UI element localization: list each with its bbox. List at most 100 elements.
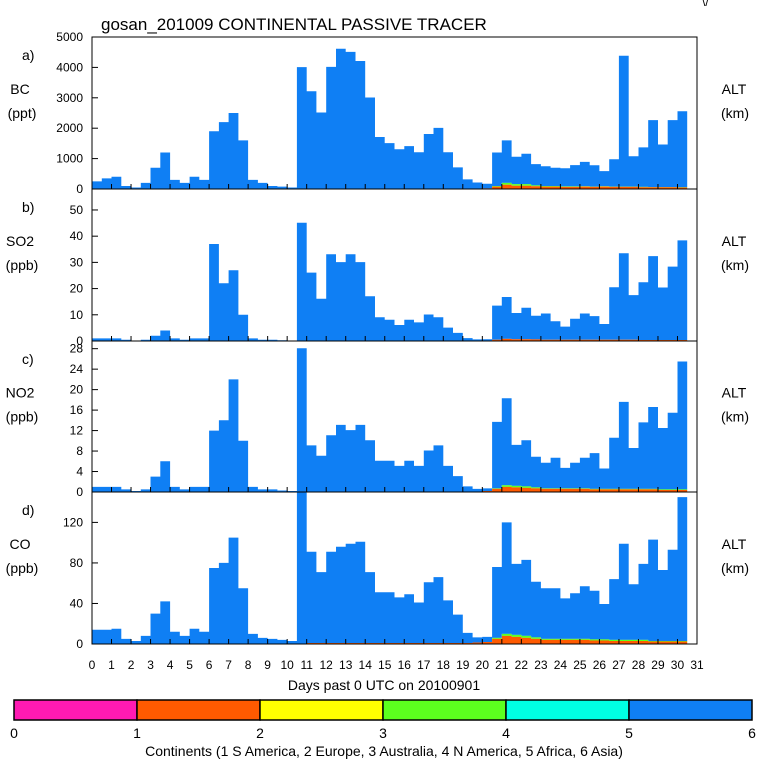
x-tick-label: 16 <box>398 658 412 672</box>
y-tick-label: 30 <box>70 255 84 269</box>
panel-co: 0 40 80 120 d) CO (ppb) ALT (km) <box>6 491 749 651</box>
series-area-asia <box>92 348 688 492</box>
right-axis-unit: (km) <box>721 105 749 121</box>
x-tick-label: 19 <box>456 658 470 672</box>
y-tick-label: 0 <box>76 637 83 651</box>
y-tick-label: 3000 <box>56 91 83 105</box>
colorbar-tick-label: 3 <box>379 725 387 741</box>
x-tick-label: 9 <box>264 658 271 672</box>
x-tick-label: 12 <box>320 658 334 672</box>
right-axis-unit: (km) <box>721 257 749 273</box>
x-tick-label: 3 <box>147 658 154 672</box>
panel-so2: 0 10 20 30 40 50 b) SO2 (ppb) ALT (km) <box>6 188 749 348</box>
series-area-europe <box>92 635 688 644</box>
y-tick-label: 0 <box>76 182 83 196</box>
x-tick-label: 31 <box>690 658 704 672</box>
figure-title: gosan_201009 CONTINENTAL PASSIVE TRACER <box>101 15 487 34</box>
y-tick-label: 4000 <box>56 60 83 74</box>
y-tick-label: 20 <box>70 383 84 397</box>
y-tick-label: 4 <box>76 465 83 479</box>
right-axis-label: ALT <box>722 81 747 97</box>
series-area-europe <box>92 184 688 189</box>
species-label: SO2 <box>6 233 34 249</box>
panel-bc: 0 1000 2000 3000 4000 5000 a) BC (ppt) ALT (km) <box>8 30 749 196</box>
colorbar-tick-label: 6 <box>748 725 756 741</box>
colorbar-tick-label: 2 <box>256 725 264 741</box>
right-axis-label: ALT <box>722 385 747 401</box>
panels: 010002000300040005000a)BC(ppt)ALT(km)010… <box>6 30 749 651</box>
right-axis-label: ALT <box>722 536 747 552</box>
x-tick-label: 15 <box>378 658 392 672</box>
colorbar-swatch <box>505 699 630 721</box>
panel-frame <box>91 188 698 342</box>
x-tick-label: 14 <box>359 658 373 672</box>
x-tick-label: 10 <box>280 658 294 672</box>
unit-label: (ppb) <box>6 409 39 425</box>
y-tick-label: 40 <box>70 229 84 243</box>
x-tick-label: 23 <box>534 658 548 672</box>
right-axis-label: ALT <box>722 233 747 249</box>
x-tick-label: 21 <box>495 658 509 672</box>
panel-tag: a) <box>22 47 34 63</box>
unit-label: (ppb) <box>6 257 39 273</box>
corner-mark: \/ <box>702 0 709 9</box>
y-tick-label: 120 <box>63 515 83 529</box>
x-tick-label: 25 <box>573 658 587 672</box>
x-tick-label: 30 <box>671 658 685 672</box>
panel-tag: c) <box>22 351 34 367</box>
colorbar-tick-label: 0 <box>10 725 18 741</box>
colorbar-swatch <box>259 699 384 721</box>
x-tick-label: 0 <box>89 658 96 672</box>
colorbar-swatch <box>13 699 138 721</box>
series-area-n-america <box>92 633 688 644</box>
x-tick-label: 22 <box>515 658 529 672</box>
colorbar-swatch <box>628 699 753 721</box>
x-axis: 0 1 2 3 4 5 6 7 8 9 10 11 12 13 14 15 16 17 18 19 20 21 22 23 24… <box>89 658 704 672</box>
x-tick-label: 20 <box>476 658 490 672</box>
series-area-asia <box>92 222 688 341</box>
colorbar-label: Continents (1 S America, 2 Europe, 3 Aus… <box>145 743 623 759</box>
species-label: BC <box>10 81 29 97</box>
x-tick-label: 24 <box>554 658 568 672</box>
series-area-asia <box>92 48 688 190</box>
y-tick-label: 12 <box>70 424 84 438</box>
y-tick-label: 2000 <box>56 121 83 135</box>
x-tick-label: 8 <box>245 658 252 672</box>
x-tick-label: 1 <box>108 658 115 672</box>
colorbar-swatch <box>382 699 507 721</box>
x-tick-label: 11 <box>300 658 313 672</box>
x-tick-label: 26 <box>593 658 607 672</box>
series-area-europe <box>92 486 688 492</box>
x-tick-label: 4 <box>167 658 174 672</box>
colorbar-swatch <box>136 699 261 721</box>
right-axis-unit: (km) <box>721 560 749 576</box>
series-area-europe <box>92 338 688 341</box>
species-label: NO2 <box>6 385 35 401</box>
right-axis-unit: (km) <box>721 409 749 425</box>
x-tick-label: 2 <box>128 658 135 672</box>
colorbar-tick-label: 5 <box>625 725 633 741</box>
x-tick-label: 17 <box>417 658 431 672</box>
y-tick-label: 1000 <box>56 152 83 166</box>
unit-label: (ppb) <box>6 560 39 576</box>
panel-frame <box>91 491 698 645</box>
y-tick-label: 8 <box>76 444 83 458</box>
y-tick-label: 0 <box>76 485 83 499</box>
species-label: CO <box>10 536 31 552</box>
x-tick-label: 18 <box>437 658 451 672</box>
y-tick-label: 20 <box>70 282 84 296</box>
y-tick-label: 0 <box>76 334 83 348</box>
y-tick-label: 50 <box>70 203 84 217</box>
panel-tag: d) <box>22 502 34 518</box>
x-axis-label: Days past 0 UTC on 20100901 <box>288 677 480 693</box>
x-tick-label: 5 <box>186 658 193 672</box>
y-tick-label: 5000 <box>56 30 83 44</box>
panel-tag: b) <box>22 199 34 215</box>
panel-no2: 0 4 8 12 16 20 24 28 c) NO2 (ppb) ALT (km) <box>6 340 749 499</box>
x-tick-label: 29 <box>651 658 665 672</box>
colorbar: 0 1 2 3 4 5 6 <box>10 699 756 741</box>
y-tick-label: 40 <box>70 596 84 610</box>
x-tick-label: 6 <box>206 658 213 672</box>
y-tick-label: 10 <box>70 308 84 322</box>
